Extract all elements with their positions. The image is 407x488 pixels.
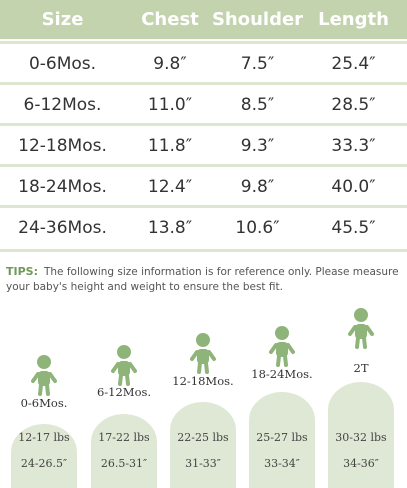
cell: Size <box>41 9 84 30</box>
row-separator <box>0 82 407 85</box>
icon-limbs <box>111 362 137 386</box>
cell: 40.0″ <box>331 176 376 197</box>
icon-limbs <box>269 343 295 367</box>
icon-limbs <box>190 350 216 374</box>
row-separator <box>0 123 407 126</box>
row-separator <box>0 249 407 252</box>
cell: 9.8″ <box>153 53 187 74</box>
cell: Shoulder <box>211 9 304 30</box>
row-separator <box>0 205 407 208</box>
icon-body <box>38 371 50 386</box>
stage-weight: 12-17 lbs <box>18 431 70 444</box>
header-row: Size Chest Shoulder Length <box>0 0 407 39</box>
icon-limbs <box>348 325 374 349</box>
row-separator <box>0 41 407 44</box>
cell: 18-24Mos. <box>18 176 107 197</box>
icon-head <box>196 333 210 347</box>
stage-weight: 17-22 lbs <box>98 431 150 444</box>
table-row: 6-12Mos. 11.0″ 8.5″ 28.5″ <box>0 85 407 124</box>
table-row: 18-24Mos. 12.4″ 9.8″ 40.0″ <box>0 167 407 206</box>
cell: 7.5″ <box>240 53 275 74</box>
stage-label: 18-24Mos. <box>251 367 312 381</box>
cell: 0-6Mos. <box>28 53 97 74</box>
cell: Length <box>318 9 389 30</box>
icon-body <box>118 361 130 376</box>
cell: 13.8″ <box>147 217 193 238</box>
stage-tab <box>91 414 157 488</box>
cell: 12-18Mos. <box>18 135 107 156</box>
stage-height: 34-36″ <box>343 457 379 470</box>
tips: TIPS: The following size information is f… <box>6 264 402 295</box>
stage-tab <box>249 392 315 488</box>
cell: 9.8″ <box>240 176 275 197</box>
table-row: 0-6Mos. 9.8″ 7.5″ 25.4″ <box>0 44 407 83</box>
cell: 11.0″ <box>147 94 193 115</box>
tips-text: The following size information is for re… <box>6 266 399 293</box>
icon-body <box>197 349 209 364</box>
cell: 8.5″ <box>240 94 275 115</box>
table-row: 12-18Mos. 11.8″ 9.3″ 33.3″ <box>0 126 407 165</box>
cell: 9.3″ <box>240 135 275 156</box>
tips-label: TIPS: <box>6 265 38 278</box>
cell: 12.4″ <box>147 176 193 197</box>
icon-head <box>37 355 51 369</box>
stage-tab <box>328 382 394 488</box>
icon-head <box>354 308 368 322</box>
stage-label: 2T <box>354 361 369 375</box>
cell: Chest <box>141 9 199 30</box>
row-separator <box>0 164 407 167</box>
icon-body <box>355 324 367 339</box>
stage-weight: 30-32 lbs <box>335 431 387 444</box>
stage-height: 26.5-31″ <box>101 457 147 470</box>
stage-weight: 25-27 lbs <box>256 431 308 444</box>
stage-weight: 22-25 lbs <box>177 431 229 444</box>
cell: 10.6″ <box>235 217 280 238</box>
stage-label: 12-18Mos. <box>172 374 233 388</box>
cell: 33.3″ <box>331 135 376 156</box>
stage-height: 24-26.5″ <box>21 457 67 470</box>
stage-tab <box>11 424 77 488</box>
stage-height: 33-34″ <box>264 457 300 470</box>
cell: 6-12Mos. <box>23 94 102 115</box>
table-row: 24-36Mos. 13.8″ 10.6″ 45.5″ <box>0 208 407 247</box>
stage-label: 6-12Mos. <box>97 385 151 399</box>
stage-label: 0-6Mos. <box>21 396 68 410</box>
icon-limbs <box>31 372 57 396</box>
cell: 11.8″ <box>147 135 193 156</box>
icon-body <box>276 342 288 357</box>
cell: 28.5″ <box>331 94 376 115</box>
cell: 45.5″ <box>331 217 376 238</box>
cell: 24-36Mos. <box>18 217 107 238</box>
cell: 25.4″ <box>331 53 376 74</box>
stage-tab <box>170 402 236 488</box>
stage-height: 31-33″ <box>185 457 221 470</box>
icon-head <box>117 345 131 359</box>
icon-head <box>275 326 289 340</box>
